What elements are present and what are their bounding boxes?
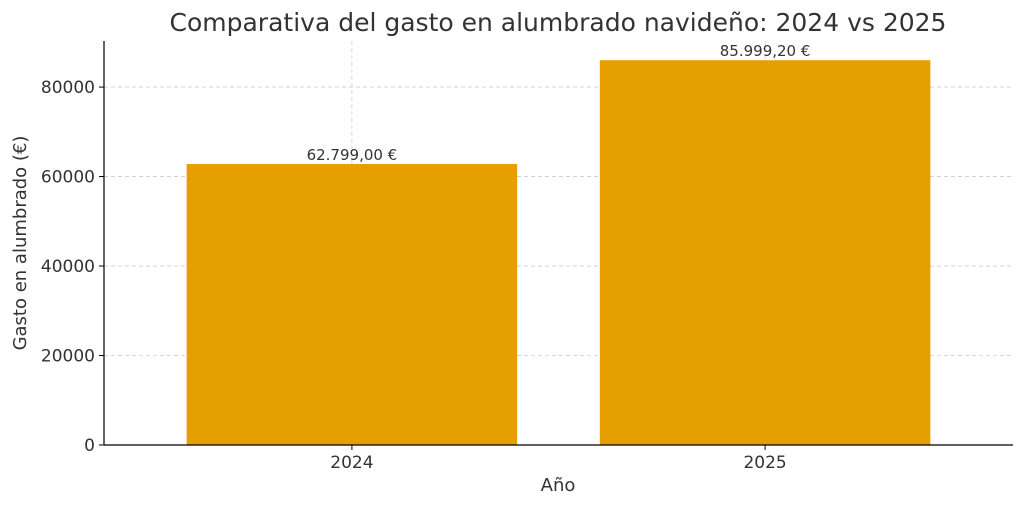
y-tick-label: 40000 [41,257,95,277]
y-tick-label: 0 [84,436,95,456]
y-axis-label: Gasto en alumbrado (€) [10,136,31,351]
x-tick-label: 2025 [743,453,786,473]
bars [186,60,931,445]
data-label-2024: 62.799,00 € [307,146,398,164]
bar-2024 [186,164,518,445]
chart-title: Comparativa del gasto en alumbrado navid… [170,8,947,37]
x-ticks: 2024 2025 [330,445,787,473]
data-labels: 62.799,00 € 85.999,20 € [307,42,811,164]
y-tick-label: 20000 [41,347,95,367]
bar-2025 [599,60,931,445]
axes [103,41,1013,446]
data-label-2025: 85.999,20 € [720,42,811,60]
y-ticks: 0 20000 40000 60000 80000 [41,78,104,456]
y-tick-label: 60000 [41,168,95,188]
y-tick-label: 80000 [41,78,95,98]
x-tick-label: 2024 [330,453,373,473]
x-axis-label: Año [541,475,576,496]
